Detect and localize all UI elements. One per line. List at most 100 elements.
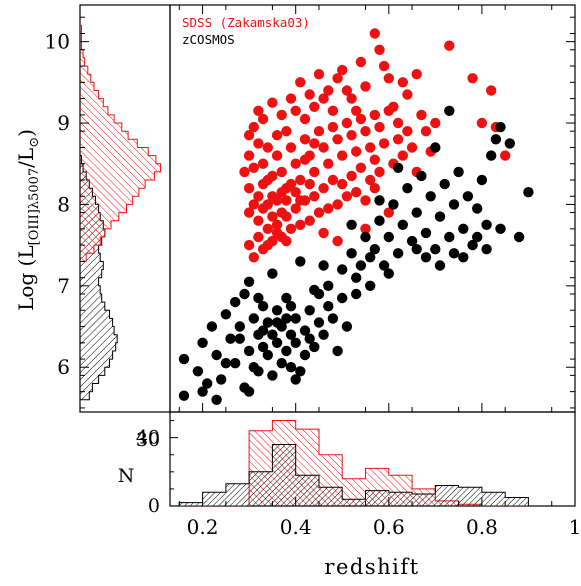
sdss-point-93	[262, 223, 273, 234]
zcosmos-side-bar-0	[80, 391, 90, 400]
zcosmos-point-22	[257, 341, 269, 353]
zcosmos-point-40	[304, 305, 315, 316]
x-tick-label-3: 0.8	[466, 515, 498, 539]
sdss-point-103	[313, 207, 325, 218]
sdss-point-51	[271, 150, 283, 161]
zcosmos-point-39	[299, 349, 311, 361]
zcosmos-point-2	[192, 366, 204, 377]
zcosmos-side-bar-12	[80, 294, 102, 303]
zcosmos-bottom-bar-0	[179, 502, 203, 506]
zcosmos-side-bar-2	[80, 375, 99, 384]
sdss-point-27	[467, 73, 478, 84]
zcosmos-point-77	[467, 239, 478, 251]
zcosmos-point-1	[178, 390, 190, 401]
sdss-point-63	[327, 121, 339, 133]
sdss-point-132	[383, 207, 394, 218]
zcosmos-bottom-bar-4	[272, 444, 296, 506]
sdss-point-23	[416, 109, 427, 121]
zcosmos-point-42	[313, 317, 325, 328]
zcosmos-point-64	[406, 235, 418, 247]
zcosmos-point-108	[383, 268, 394, 279]
sdss-point-135	[299, 154, 311, 165]
sdss-point-39	[281, 126, 292, 137]
bottom-y-tick-label-1: 40	[136, 427, 160, 449]
zcosmos-point-8	[220, 309, 232, 320]
zcosmos-point-86	[523, 187, 534, 198]
zcosmos-point-103	[271, 317, 283, 328]
zcosmos-point-21	[257, 301, 269, 312]
zcosmos-side-bar-11	[80, 302, 105, 311]
sdss-side-bar-20	[80, 90, 99, 99]
zcosmos-side-bar-4	[80, 359, 110, 368]
sdss-point-119	[304, 178, 315, 190]
zcosmos-point-62	[397, 219, 408, 230]
sdss-point-71	[365, 142, 376, 153]
sdss-point-26	[444, 40, 455, 51]
zcosmos-point-56	[369, 244, 380, 255]
zcosmos-point-5	[206, 321, 218, 332]
zcosmos-side-bar-3	[80, 367, 105, 376]
zcosmos-bottom-bar-12	[458, 487, 482, 506]
sdss-point-41	[262, 142, 273, 153]
zcosmos-point-58	[378, 260, 390, 271]
sdss-point-38	[290, 105, 301, 117]
sdss-point-100	[285, 223, 297, 234]
zcosmos-point-94	[309, 284, 320, 296]
zcosmos-point-117	[197, 386, 208, 397]
sdss-point-21	[402, 89, 413, 100]
sdss-side-bar-11	[80, 163, 161, 172]
sdss-point-125	[285, 178, 297, 190]
sdss-point-129	[318, 227, 329, 239]
sdss-point-52	[276, 166, 287, 178]
zcosmos-point-41	[309, 341, 320, 353]
sdss-point-81	[374, 166, 385, 178]
zcosmos-point-65	[411, 207, 422, 218]
zcosmos-point-67	[420, 227, 432, 239]
zcosmos-point-113	[458, 252, 469, 263]
sdss-point-19	[392, 117, 404, 129]
zcosmos-point-78	[472, 203, 483, 214]
sdss-point-6	[304, 89, 315, 100]
sdss-point-84	[346, 170, 357, 182]
zcosmos-point-46	[327, 313, 339, 324]
sdss-point-95	[243, 239, 255, 251]
zcosmos-point-85	[513, 231, 525, 243]
sdss-point-130	[332, 235, 343, 247]
y-label-suffix: )	[14, 129, 38, 137]
sdss-point-133	[243, 130, 255, 141]
sdss-point-68	[351, 146, 362, 157]
zcosmos-point-80	[481, 219, 492, 230]
zcosmos-point-13	[239, 288, 250, 300]
sdss-point-9	[332, 73, 343, 84]
sdss-point-121	[257, 178, 269, 190]
sdss-side-bar-0	[80, 253, 87, 262]
sdss-point-73	[374, 121, 385, 133]
sdss-side-bar-21	[80, 82, 94, 91]
zcosmos-point-87	[444, 105, 455, 117]
sdss-point-122	[262, 199, 273, 210]
sdss-point-111	[253, 191, 264, 202]
sdss-side-bar-26	[80, 41, 82, 50]
sdss-point-105	[332, 199, 343, 210]
sdss-point-78	[406, 142, 418, 153]
zcosmos-point-102	[257, 325, 269, 336]
sdss-side-bar-4	[80, 220, 111, 229]
y-tick-label-2: 8	[57, 192, 70, 216]
zcosmos-point-79	[476, 174, 488, 186]
bottom-hist-extra-tick: 30	[136, 429, 160, 451]
sdss-point-85	[337, 178, 348, 190]
zcosmos-side-bar-7	[80, 334, 118, 343]
sdss-point-92	[271, 219, 283, 230]
sdss-point-7	[313, 69, 325, 80]
sdss-point-117	[290, 187, 301, 198]
sdss-point-28	[476, 117, 488, 129]
sdss-side-bar-17	[80, 114, 115, 123]
bottom-hist-ylabel: N	[118, 465, 135, 487]
zcosmos-point-119	[243, 386, 255, 397]
zcosmos-point-23	[262, 317, 273, 328]
zcosmos-bottom-bar-9	[388, 492, 413, 506]
zcosmos-side-bar-8	[80, 326, 115, 335]
zcosmos-point-59	[383, 231, 394, 243]
sdss-side-bar-19	[80, 98, 104, 107]
zcosmos-point-31	[281, 345, 292, 357]
